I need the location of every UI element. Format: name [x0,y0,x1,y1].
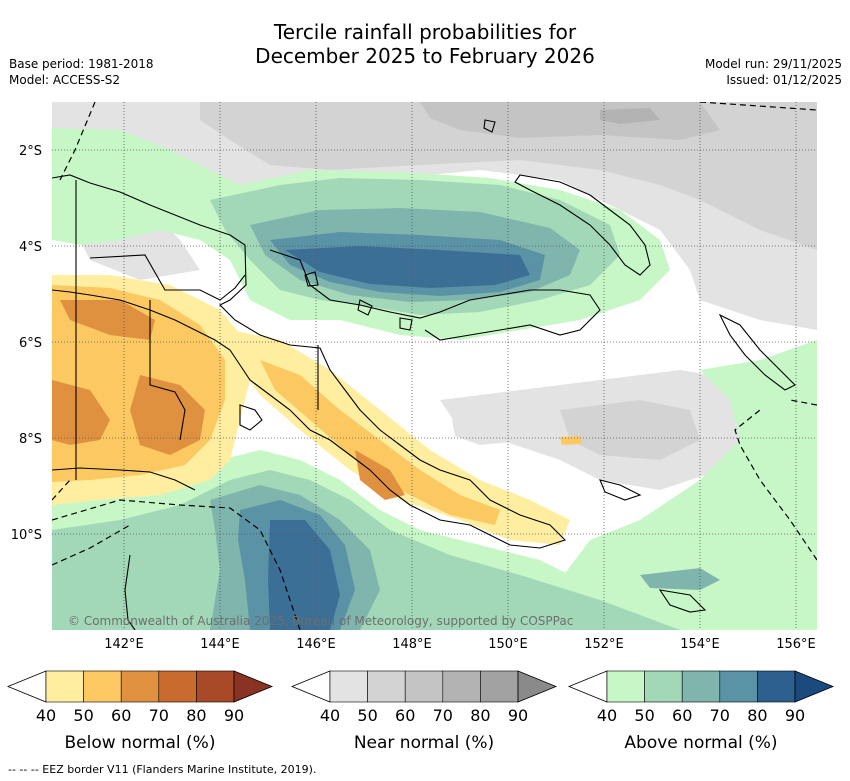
legend-tick-label: 40 [597,706,617,725]
title-line-2: December 2025 to February 2026 [255,44,595,68]
legend-tick-label: 90 [785,706,805,725]
legend-arrow-high [233,670,274,703]
legend-tick-label: 70 [710,706,730,725]
legend-above-normal: 40 50 60 70 80 90 Above normal (%) [567,670,835,753]
base-period: Base period: 1981-2018 [9,57,154,71]
legend-title: Below normal (%) [65,733,216,753]
legend-tick-label: 70 [149,706,169,725]
legend-tick-label: 40 [320,706,340,725]
legend-tick-label: 60 [111,706,131,725]
issued-date: Issued: 01/12/2025 [726,73,842,87]
legend-title: Above normal (%) [624,733,777,753]
legend-swatch [329,670,368,703]
eez-borders [52,102,817,630]
legend-arrow-high [517,670,558,703]
legend-arrow-low [290,670,331,703]
map-gridlines [52,102,817,630]
legend-swatch [757,670,796,703]
lon-label: 150°E [488,637,528,652]
title-line-1: Tercile rainfall probabilities for [273,20,577,44]
lon-label: 148°E [392,637,432,652]
meta-left: Base period: 1981-2018 Model: ACCESS-S2 [9,56,154,88]
eez-footnote: -- -- -- EEZ border V11 (Flanders Marine… [8,763,317,776]
legend-swatch [120,670,160,703]
legend-swatch [196,670,235,703]
lat-label: 2°S [19,144,42,159]
legend-swatch [367,670,406,703]
map-plot-area [52,102,817,630]
legend-tick-label: 60 [672,706,692,725]
lat-label: 4°S [19,240,42,255]
legend-tick-label: 90 [508,706,528,725]
legend-tick-label: 80 [470,706,490,725]
legend-arrow-low [6,670,47,703]
copyright-notice: © Commonwealth of Australia 2025, Bureau… [68,614,573,628]
legend-swatch [681,670,721,703]
legend-swatch [719,670,758,703]
legend-tick-label: 80 [186,706,206,725]
model-name: Model: ACCESS-S2 [9,73,121,87]
legend-below-normal: 40 50 60 70 80 90 Below normal (%) [6,670,274,753]
legend-arrow-low [567,670,608,703]
lat-label: 6°S [19,336,42,351]
legend-swatch [404,670,444,703]
legend-arrow-high [794,670,835,703]
legend-tick-label: 70 [433,706,453,725]
lon-label: 156°E [776,637,816,652]
legend-tick-label: 40 [36,706,56,725]
meta-right: Model run: 29/11/2025 Issued: 01/12/2025 [705,56,842,88]
legend-swatch [442,670,481,703]
legend-swatch [606,670,645,703]
legend-tick-label: 60 [395,706,415,725]
lon-label: 142°E [104,637,144,652]
model-run: Model run: 29/11/2025 [704,57,842,71]
longitude-labels: 142°E 144°E 146°E 148°E 150°E 152°E 154°… [104,637,816,652]
lat-label: 8°S [19,432,42,447]
lon-label: 152°E [584,637,624,652]
legend-swatch [644,670,683,703]
legend-swatch [83,670,122,703]
legend-near-normal: 40 50 60 70 80 90 Near normal (%) [290,670,558,753]
map-title: Tercile rainfall probabilities for Decem… [0,20,850,68]
legend-swatch [158,670,197,703]
legend-swatch [45,670,84,703]
legend-tick-label: 50 [634,706,654,725]
lon-label: 144°E [200,637,240,652]
legend-swatch [480,670,519,703]
latitude-labels: 2°S 4°S 6°S 8°S 10°S [11,144,42,543]
legend-tick-label: 80 [747,706,767,725]
lon-label: 146°E [296,637,336,652]
legend-tick-label: 50 [73,706,93,725]
legend-tick-label: 50 [357,706,377,725]
lon-label: 154°E [680,637,720,652]
legend-title: Near normal (%) [354,733,494,753]
coastlines [52,119,796,630]
legend-tick-label: 90 [224,706,244,725]
lat-label: 10°S [11,528,42,543]
